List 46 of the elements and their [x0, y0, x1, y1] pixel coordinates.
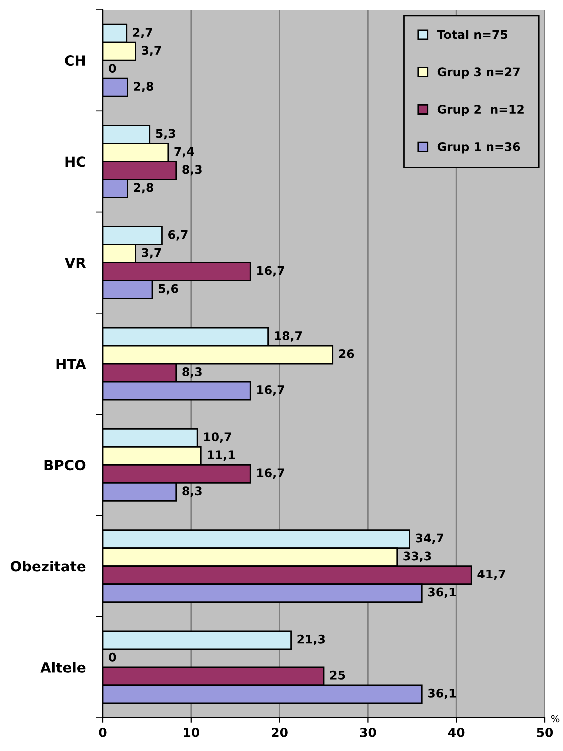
y-tick-label: BPCO: [44, 460, 86, 471]
data-label: 25: [330, 670, 346, 680]
data-label: 34,7: [416, 534, 444, 544]
data-label: 5,6: [158, 284, 178, 295]
y-tick-label: HTA: [56, 359, 86, 370]
legend-label: Total n=75: [437, 30, 508, 40]
text: %: [551, 715, 560, 723]
data-label: 8,3: [182, 165, 202, 176]
x-tick-label: 10: [184, 728, 200, 738]
data-label: 41,7: [478, 570, 506, 580]
y-tick-label: CH: [65, 56, 86, 66]
data-label: 3,7: [142, 46, 162, 57]
data-label: 8,3: [182, 367, 202, 378]
data-label: 36,1: [428, 588, 456, 598]
data-label: 3,7: [142, 248, 162, 259]
legend-label: Grup 1 n=36: [438, 142, 520, 154]
y-tick-label: VR: [64, 258, 86, 268]
data-label: 16,7: [258, 468, 284, 480]
data-label: 16,7: [258, 266, 284, 277]
data-label: 10,7: [204, 432, 232, 444]
data-label: 18,7: [275, 331, 302, 342]
data-label: 8,3: [182, 486, 202, 498]
data-label: 2,8: [134, 183, 154, 194]
x-tick-label: 50: [537, 728, 554, 738]
data-label: 21,3: [298, 634, 326, 646]
data-label: 11,1: [208, 450, 235, 462]
x-tick-label: 20: [272, 728, 288, 738]
data-label: 33,3: [404, 552, 432, 562]
data-label: 5,3: [156, 129, 176, 140]
data-label: 16,7: [258, 386, 284, 396]
data-label: 2,7: [133, 28, 152, 38]
x-tick-label: 0: [99, 728, 107, 738]
y-tick-label: HC: [66, 156, 86, 168]
legend-label: Grup 2 n=12: [438, 105, 524, 116]
data-label: 36,1: [428, 688, 456, 700]
legend-label: Grup 3 n=27: [438, 68, 520, 79]
y-tick-label: Obezitate: [10, 561, 86, 572]
data-label: 2,8: [134, 82, 154, 93]
data-label: 26: [339, 349, 354, 358]
data-label: 6,7: [168, 230, 188, 241]
y-tick-label: Altele: [40, 662, 86, 673]
x-tick-label: 40: [448, 728, 465, 738]
x-tick-label: 30: [360, 728, 376, 738]
data-label: 7,4: [174, 147, 194, 158]
data-label: 0: [109, 652, 116, 662]
data-label: 0: [109, 64, 116, 73]
